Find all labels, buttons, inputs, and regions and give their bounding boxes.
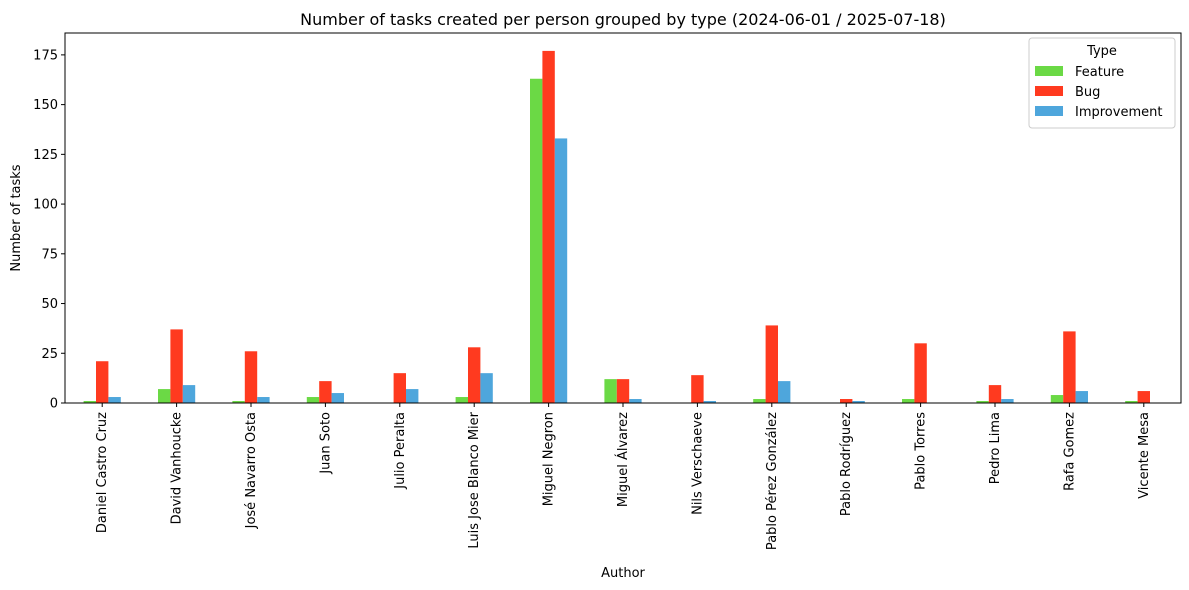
legend: Type Feature Bug Improvement	[1028, 37, 1176, 129]
bar-bug-11	[914, 343, 927, 403]
legend-box	[1028, 37, 1176, 129]
x-axis-label: Author	[601, 566, 645, 581]
legend-swatch-improvement	[1035, 106, 1063, 116]
y-tick-label: 0	[50, 397, 58, 412]
y-tick-label: 75	[41, 247, 58, 262]
bar-improvement-2	[257, 397, 270, 403]
y-tick-label: 125	[33, 148, 58, 163]
x-tick-label: Miguel Negron	[542, 412, 557, 506]
y-tick-label: 150	[33, 98, 58, 113]
y-axis-label: Number of tasks	[9, 164, 24, 271]
bar-bug-14	[1137, 391, 1150, 403]
x-tick-label: Nils Verschaeve	[690, 412, 705, 515]
bar-bug-10	[840, 399, 853, 403]
x-tick-label: Juan Soto	[318, 412, 333, 475]
bar-bug-6	[542, 50, 555, 404]
bar-feature-5	[455, 397, 468, 403]
bar-bug-9	[765, 325, 778, 403]
x-tick-label: Pablo Torres	[914, 412, 929, 490]
bar-improvement-9	[778, 381, 791, 403]
bar-bug-8	[691, 375, 704, 403]
x-tick-label: Rafa Gomez	[1062, 412, 1077, 491]
bar-improvement-1	[182, 385, 196, 403]
bar-bug-0	[96, 361, 109, 403]
bar-bug-1	[170, 329, 183, 403]
bar-feature-13	[1050, 395, 1064, 403]
bar-feature-6	[530, 78, 543, 403]
x-tick-label: Daniel Castro Cruz	[95, 412, 110, 533]
x-tick-label: Vicente Mesa	[1137, 412, 1152, 499]
legend-label-feature: Feature	[1075, 65, 1124, 80]
x-tick-label: Luis Jose Blanco Mier	[467, 411, 482, 548]
legend-swatch-feature	[1035, 66, 1063, 76]
bar-improvement-6	[554, 138, 568, 403]
bar-improvement-7	[629, 399, 642, 403]
x-tick-label: José Navarro Osta	[244, 412, 259, 529]
x-axis-ticks: Daniel Castro Cruz David Vanhoucke José Na…	[95, 403, 1152, 550]
bar-feature-0	[83, 401, 96, 403]
plot-frame	[64, 32, 1182, 404]
bar-improvement-13	[1075, 391, 1088, 403]
bar-feature-11	[902, 399, 915, 403]
bar-improvement-0	[108, 397, 121, 403]
bar-feature-2	[232, 401, 245, 403]
bars-group	[83, 50, 1150, 404]
bar-improvement-10	[852, 401, 865, 403]
legend-swatch-bug	[1035, 86, 1063, 96]
bar-improvement-12	[1001, 399, 1014, 403]
bar-bug-7	[616, 379, 630, 403]
x-tick-label: Pablo Pérez González	[765, 412, 780, 550]
bar-bug-5	[468, 347, 481, 403]
bar-improvement-8	[703, 401, 716, 403]
legend-title: Type	[1086, 44, 1117, 59]
y-tick-label: 25	[41, 347, 58, 362]
bar-feature-12	[976, 401, 989, 403]
x-tick-label: Miguel Álvarez	[615, 412, 631, 507]
y-tick-label: 175	[33, 48, 58, 63]
bar-bug-3	[319, 381, 332, 403]
x-tick-label: David Vanhoucke	[170, 412, 185, 524]
chart-title: Number of tasks created per person group…	[300, 10, 946, 29]
bar-feature-14	[1125, 401, 1138, 403]
bar-bug-12	[988, 385, 1002, 403]
y-tick-label: 100	[33, 198, 58, 213]
bar-bug-2	[244, 351, 258, 403]
x-tick-label: Julio Peralta	[393, 412, 408, 490]
bar-bug-13	[1063, 331, 1076, 403]
bar-bug-4	[393, 373, 406, 403]
legend-label-bug: Bug	[1075, 85, 1100, 100]
y-tick-label: 50	[41, 297, 58, 312]
y-axis-ticks: 0 25 50 75 100 125 150 175	[33, 48, 65, 412]
x-tick-label: Pablo Rodríguez	[839, 412, 854, 516]
bar-feature-3	[306, 397, 320, 403]
bar-improvement-4	[406, 389, 419, 403]
bar-feature-9	[753, 399, 766, 403]
x-tick-label: Pedro Lima	[988, 412, 1003, 484]
bar-feature-1	[158, 389, 171, 403]
legend-label-improvement: Improvement	[1075, 105, 1162, 120]
bar-improvement-3	[331, 393, 344, 403]
bar-improvement-5	[480, 373, 493, 403]
bar-feature-7	[604, 379, 617, 403]
